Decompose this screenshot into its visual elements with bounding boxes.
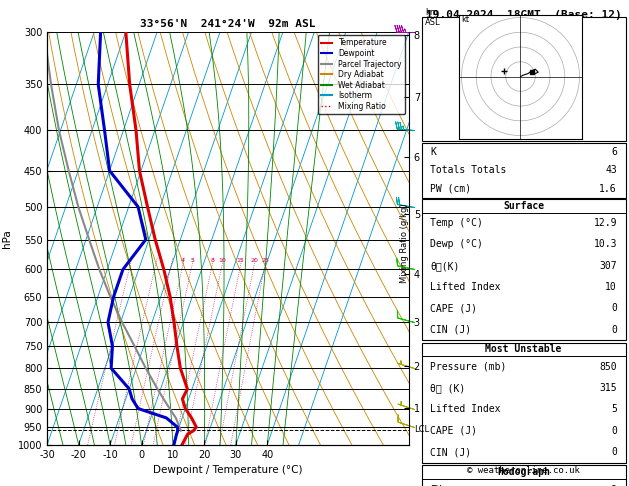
Text: kt: kt: [462, 15, 470, 24]
Text: 1.6: 1.6: [599, 184, 617, 193]
Text: 6: 6: [611, 147, 617, 157]
Text: 8: 8: [210, 258, 214, 263]
Text: Hodograph: Hodograph: [497, 467, 550, 477]
Text: 25: 25: [261, 258, 269, 263]
Text: 4: 4: [181, 258, 185, 263]
Text: CAPE (J): CAPE (J): [430, 303, 477, 313]
Text: Pressure (mb): Pressure (mb): [430, 362, 507, 372]
Text: -8: -8: [605, 485, 617, 486]
Text: 850: 850: [599, 362, 617, 372]
Text: Dewp (°C): Dewp (°C): [430, 240, 483, 249]
Text: LCL: LCL: [415, 425, 430, 434]
Text: Totals Totals: Totals Totals: [430, 165, 507, 175]
Text: CAPE (J): CAPE (J): [430, 426, 477, 436]
Text: CIN (J): CIN (J): [430, 447, 472, 457]
Legend: Temperature, Dewpoint, Parcel Trajectory, Dry Adiabat, Wet Adiabat, Isotherm, Mi: Temperature, Dewpoint, Parcel Trajectory…: [318, 35, 405, 114]
Text: K: K: [430, 147, 436, 157]
Text: 10: 10: [605, 282, 617, 292]
Text: 5: 5: [611, 404, 617, 415]
Text: 19.04.2024  18GMT  (Base: 12): 19.04.2024 18GMT (Base: 12): [426, 10, 621, 19]
Text: Surface: Surface: [503, 201, 544, 211]
Text: 307: 307: [599, 260, 617, 271]
Text: 10: 10: [218, 258, 226, 263]
Text: Mixing Ratio (g/kg): Mixing Ratio (g/kg): [400, 203, 409, 283]
Text: 0: 0: [611, 426, 617, 436]
Text: θᴄ (K): θᴄ (K): [430, 383, 465, 393]
Text: © weatheronline.co.uk: © weatheronline.co.uk: [467, 467, 580, 475]
X-axis label: Dewpoint / Temperature (°C): Dewpoint / Temperature (°C): [153, 465, 303, 475]
Text: PW (cm): PW (cm): [430, 184, 472, 193]
Text: Lifted Index: Lifted Index: [430, 282, 501, 292]
Text: Temp (°C): Temp (°C): [430, 218, 483, 228]
Text: 15: 15: [237, 258, 245, 263]
Text: 43: 43: [605, 165, 617, 175]
Text: km
ASL: km ASL: [425, 8, 441, 27]
Text: CIN (J): CIN (J): [430, 325, 472, 334]
Text: 20: 20: [250, 258, 258, 263]
Text: 10.3: 10.3: [593, 240, 617, 249]
Y-axis label: hPa: hPa: [3, 229, 12, 247]
Text: 315: 315: [599, 383, 617, 393]
Text: θᴄ(K): θᴄ(K): [430, 260, 460, 271]
Title: 33°56'N  241°24'W  92m ASL: 33°56'N 241°24'W 92m ASL: [140, 19, 316, 30]
Text: EH: EH: [430, 485, 442, 486]
Text: Most Unstable: Most Unstable: [486, 344, 562, 354]
Text: 5: 5: [190, 258, 194, 263]
Text: 0: 0: [611, 325, 617, 334]
Text: 0: 0: [611, 303, 617, 313]
Text: 0: 0: [611, 447, 617, 457]
Text: Lifted Index: Lifted Index: [430, 404, 501, 415]
Text: 12.9: 12.9: [593, 218, 617, 228]
